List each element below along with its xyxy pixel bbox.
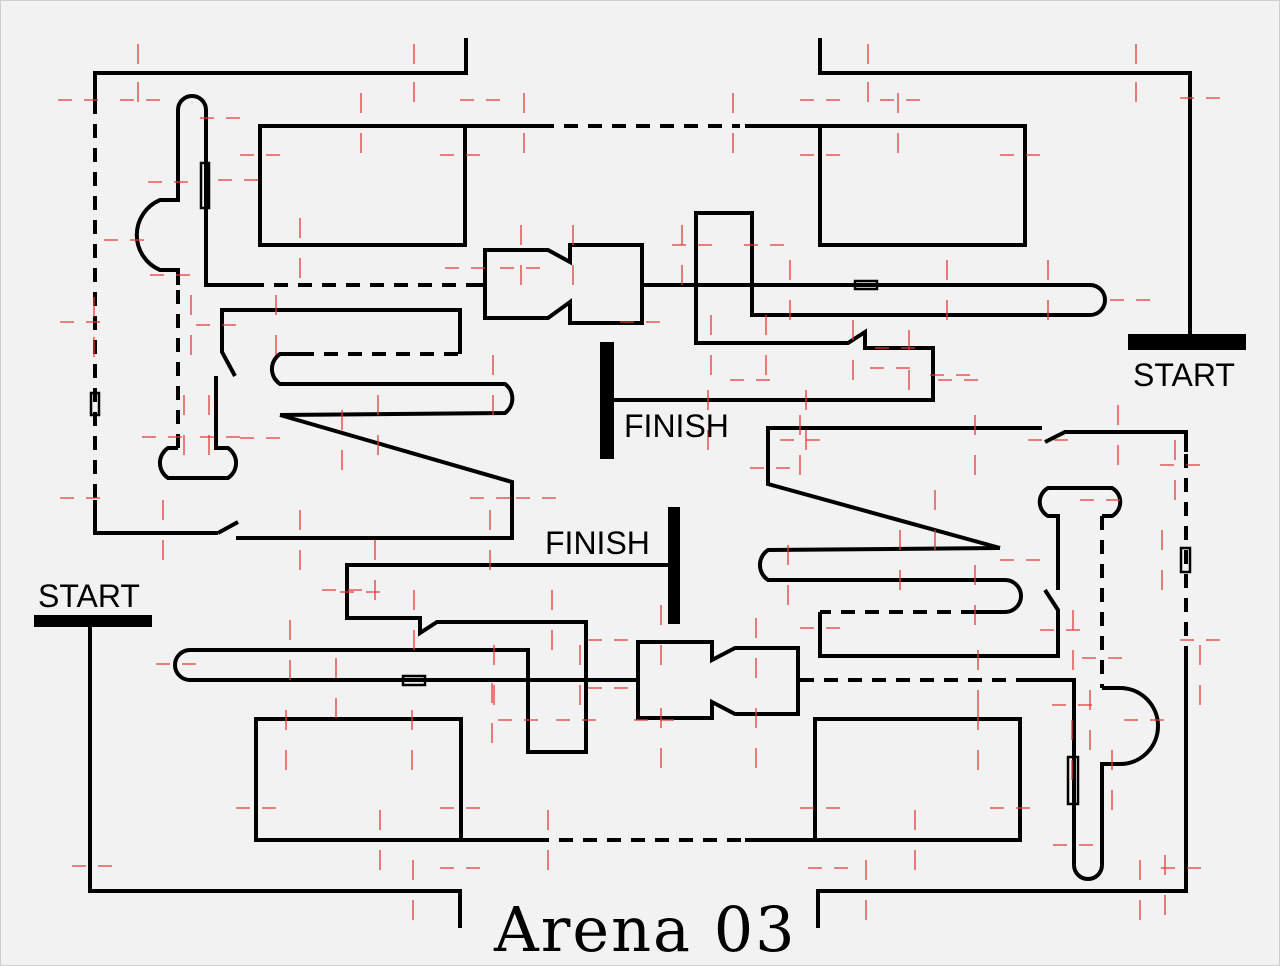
gate-marker-outer-left — [89, 391, 101, 417]
start-label-bottom-left: START — [38, 578, 140, 614]
outer-wall-bottom-right — [816, 660, 1188, 928]
pin-right — [1037, 486, 1123, 590]
arena-title: Arena 03 — [493, 893, 797, 966]
center-line-right — [608, 211, 1107, 402]
block-top-right — [818, 124, 1027, 247]
start-bar-top-right — [1128, 334, 1246, 350]
serpentine-bottom-right — [758, 546, 1023, 614]
start-bar-bottom-left — [34, 615, 152, 627]
gate-marker-bottom-left — [401, 674, 427, 687]
finish-bar-center — [600, 342, 614, 459]
block-top-left — [258, 124, 467, 247]
serpentine-end — [220, 308, 462, 377]
outer-wall-bottom-left — [88, 618, 462, 928]
serpentine-bottom-end — [818, 588, 1060, 658]
outer-wall-left-bottom — [93, 500, 218, 535]
wall-bottom-center — [236, 413, 514, 540]
gate-marker-left — [199, 161, 211, 210]
pin-left — [158, 376, 238, 480]
serpentine-top-left — [270, 352, 515, 417]
wall-top-center-right — [766, 426, 1042, 550]
finish-label-middle: FINISH — [545, 525, 650, 561]
track-bottom-half — [34, 426, 1192, 928]
chicane-top — [470, 243, 644, 325]
block-bottom-left — [254, 717, 463, 842]
gate-marker-bottom-right — [1066, 755, 1080, 806]
gate-marker-right — [853, 279, 879, 291]
finish-bar-middle — [668, 507, 680, 624]
outer-wall-right-top — [1044, 430, 1188, 452]
gate-left-bottom — [217, 520, 239, 535]
outer-wall-top-left — [93, 38, 468, 100]
start-label-top-right: START — [1133, 357, 1235, 393]
hairpin-bottom-right — [1030, 678, 1160, 881]
outer-wall-top-right — [818, 38, 1192, 336]
finish-label-center: FINISH — [624, 408, 729, 444]
hairpin-top-left — [134, 94, 250, 287]
center-line-left — [173, 563, 674, 754]
track-top-half — [89, 38, 1246, 540]
red-tick-marks — [58, 44, 1220, 920]
block-bottom-right — [813, 717, 1022, 842]
gate-marker-outer-right — [1179, 546, 1192, 574]
